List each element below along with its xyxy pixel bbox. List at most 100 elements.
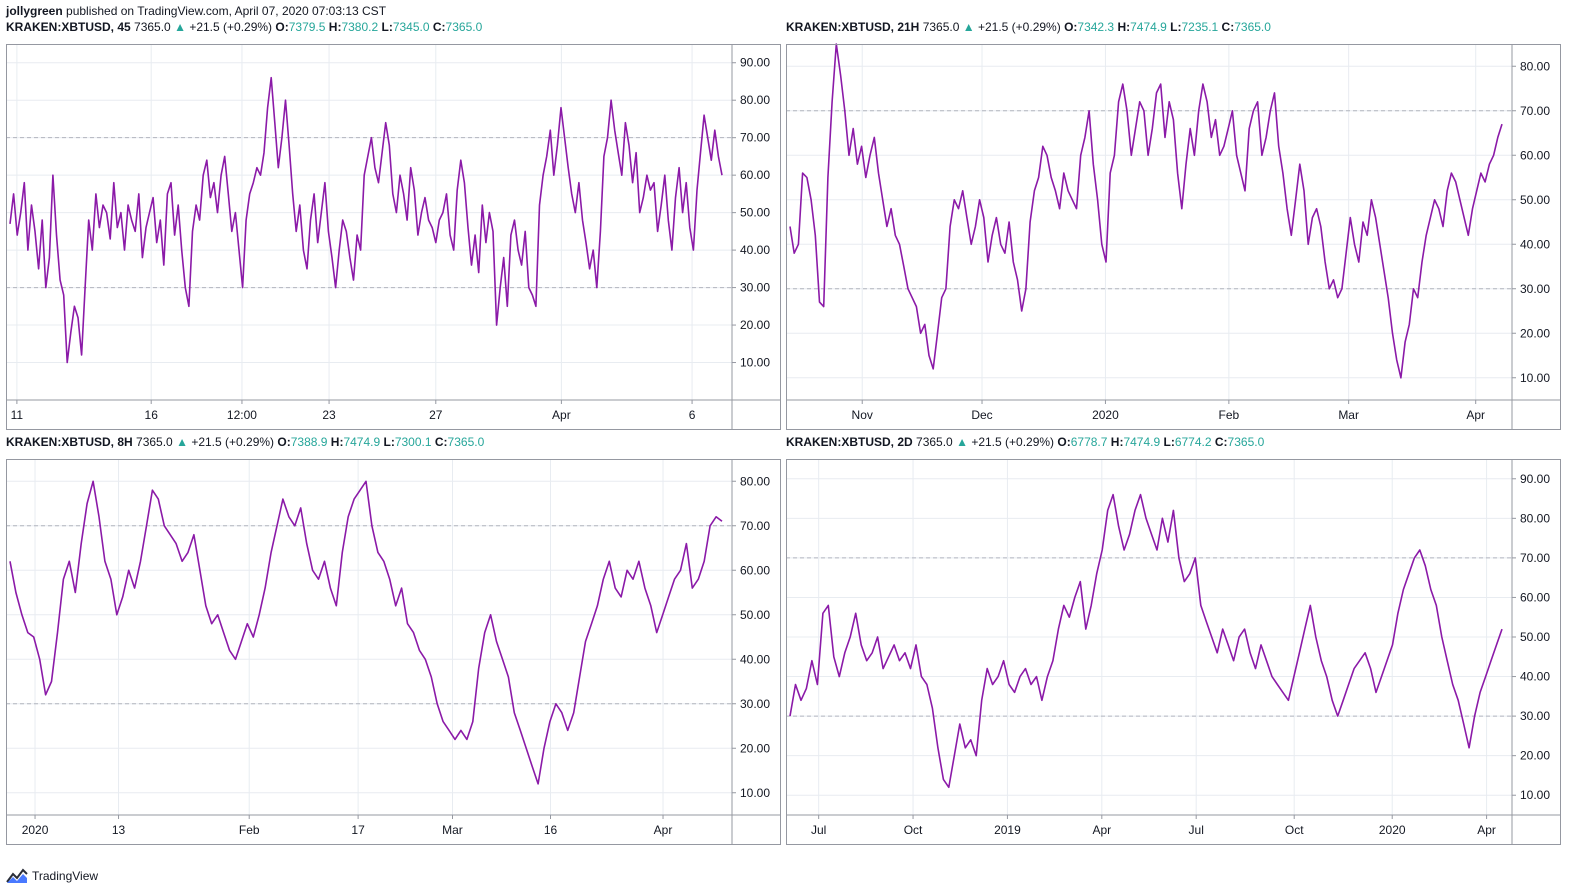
y-tick-label: 20.00: [1520, 749, 1550, 763]
y-tick-label: 30.00: [740, 281, 770, 295]
open-value: 7388.9: [290, 435, 328, 449]
low-label: L:: [383, 435, 395, 449]
symbol-name: KRAKEN:XBTUSD, 45: [6, 20, 131, 34]
panel-border: [6, 44, 781, 430]
author-name[interactable]: jollygreen: [6, 4, 63, 18]
y-tick-label: 40.00: [1520, 670, 1550, 684]
y-tick-label: 40.00: [1520, 237, 1550, 251]
close-label: C:: [1221, 20, 1235, 34]
y-tick-label: 70.00: [1520, 104, 1550, 118]
up-arrow-icon: ▲: [176, 435, 188, 449]
x-tick-label: 6: [689, 408, 696, 422]
panel-border: [6, 459, 781, 845]
up-arrow-icon: ▲: [174, 20, 186, 34]
high-label: H:: [330, 435, 344, 449]
y-tick-label: 80.00: [1520, 59, 1550, 73]
last-price: 7365.0: [916, 435, 953, 449]
low-label: L:: [381, 20, 393, 34]
symbol-legend: KRAKEN:XBTUSD, 2D 7365.0 ▲ +21.5 (+0.29%…: [786, 435, 1264, 449]
panel-border: [786, 459, 1561, 845]
high-label: H:: [1117, 20, 1131, 34]
tradingview-brand: TradingView: [32, 869, 99, 883]
y-tick-label: 60.00: [740, 168, 770, 182]
symbol-legend: KRAKEN:XBTUSD, 21H 7365.0 ▲ +21.5 (+0.29…: [786, 20, 1271, 34]
rsi-series-line: [789, 43, 1503, 379]
last-price: 7365.0: [922, 20, 960, 34]
x-tick-label: 2020: [1379, 823, 1406, 837]
price-change: +21.5 (+0.29%): [189, 20, 273, 34]
x-tick-label: 17: [351, 823, 365, 837]
rsi-chart[interactable]: 90.00 80.00 70.00 60.00 50.00 40.00 30.00 20.00…: [6, 44, 781, 430]
x-tick-label: Nov: [852, 408, 873, 422]
low-value: 7235.1: [1181, 20, 1219, 34]
x-tick-label: 2019: [994, 823, 1021, 837]
close-label: C:: [434, 435, 448, 449]
symbol-name: KRAKEN:XBTUSD, 21H: [786, 20, 920, 34]
y-tick-label: 50.00: [740, 206, 770, 220]
y-tick-label: 80.00: [1520, 511, 1550, 525]
x-tick-label: Oct: [904, 823, 923, 837]
y-tick-label: 10.00: [1520, 788, 1550, 802]
x-tick-label: Apr: [552, 408, 571, 422]
open-value: 7379.5: [288, 20, 326, 34]
y-tick-label: 10.00: [1520, 371, 1550, 385]
rsi-chart[interactable]: 90.00 80.00 70.00 60.00 50.00 40.00 30.00 20.00…: [786, 459, 1561, 845]
y-tick-label: 70.00: [740, 519, 770, 533]
x-tick-label: 16: [544, 823, 558, 837]
low-label: L:: [1170, 20, 1182, 34]
y-tick-label: 20.00: [740, 741, 770, 755]
up-arrow-icon: ▲: [962, 20, 975, 34]
high-value: 7474.9: [1130, 20, 1167, 34]
y-tick-label: 60.00: [1520, 590, 1550, 604]
up-arrow-icon: ▲: [956, 435, 968, 449]
last-price: 7365.0: [134, 20, 171, 34]
publish-info: published on TradingView.com, April 07, …: [66, 4, 387, 18]
y-tick-label: 40.00: [740, 652, 770, 666]
y-tick-label: 90.00: [740, 56, 770, 70]
y-tick-label: 30.00: [1520, 709, 1550, 723]
open-label: O:: [275, 20, 289, 34]
high-value: 7474.9: [343, 435, 381, 449]
x-tick-label: Apr: [1477, 823, 1496, 837]
symbol-legend: KRAKEN:XBTUSD, 8H 7365.0 ▲ +21.5 (+0.29%…: [6, 435, 484, 449]
last-price: 7365.0: [136, 435, 173, 449]
y-tick-label: 30.00: [740, 697, 770, 711]
rsi-chart[interactable]: 80.00 70.00 60.00 50.00 40.00 30.00 20.00 10.00…: [6, 459, 781, 845]
symbol-name: KRAKEN:XBTUSD, 2D: [786, 435, 913, 449]
rsi-chart[interactable]: 80.00 70.00 60.00 50.00 40.00 30.00 20.00 10.00…: [786, 43, 1561, 430]
y-tick-label: 80.00: [740, 474, 770, 488]
close-label: C:: [1214, 435, 1228, 449]
open-value: 7342.3: [1077, 20, 1115, 34]
close-value: 7365.0: [1234, 20, 1271, 34]
x-tick-label: Feb: [239, 823, 260, 837]
close-value: 7365.0: [1227, 435, 1265, 449]
symbol-name: KRAKEN:XBTUSD, 8H: [6, 435, 133, 449]
price-change: +21.5 (+0.29%): [191, 435, 275, 449]
low-value: 7300.1: [394, 435, 432, 449]
open-label: O:: [277, 435, 291, 449]
close-value: 7365.0: [447, 435, 485, 449]
open-label: O:: [1064, 20, 1078, 34]
y-tick-label: 70.00: [740, 131, 770, 145]
high-label: H:: [328, 20, 342, 34]
x-tick-label: Dec: [971, 408, 992, 422]
close-label: C:: [432, 20, 446, 34]
x-tick-label: Mar: [442, 823, 463, 837]
tradingview-footer[interactable]: TradingView: [6, 868, 98, 884]
price-change: +21.5 (+0.29%): [977, 20, 1061, 34]
x-tick-label: 23: [322, 408, 336, 422]
low-label: L:: [1163, 435, 1175, 449]
x-tick-label: Jul: [811, 823, 826, 837]
rsi-series-line: [9, 76, 723, 364]
y-tick-label: 30.00: [1520, 282, 1550, 296]
low-value: 7345.0: [392, 20, 430, 34]
high-value: 7380.2: [341, 20, 379, 34]
y-tick-label: 20.00: [740, 318, 770, 332]
x-tick-label: 2020: [22, 823, 49, 837]
y-tick-label: 50.00: [1520, 193, 1550, 207]
y-tick-label: 50.00: [740, 608, 770, 622]
rsi-series-line: [9, 480, 723, 785]
x-tick-label: 11: [11, 408, 24, 422]
y-tick-label: 60.00: [1520, 148, 1550, 162]
x-tick-label: Apr: [1466, 408, 1485, 422]
